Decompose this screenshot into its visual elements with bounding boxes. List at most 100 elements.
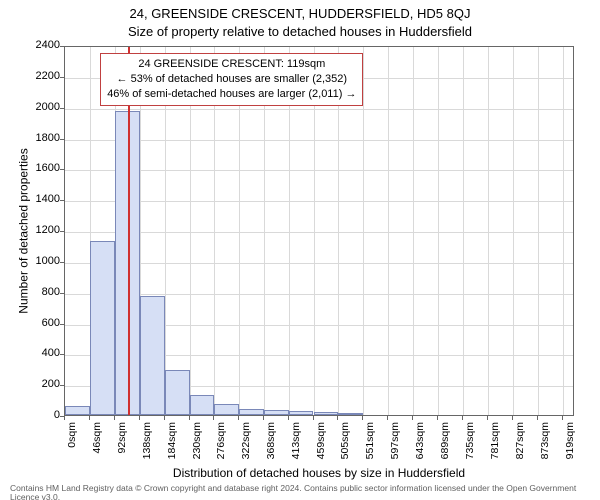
y-tick-label: 1400 (20, 193, 60, 205)
y-tick-mark (60, 385, 64, 386)
x-tick-label: 0sqm (66, 422, 78, 472)
x-tick-label: 459sqm (315, 422, 327, 472)
histogram-bar (264, 410, 289, 415)
x-tick-mark (114, 416, 115, 420)
x-tick-label: 689sqm (439, 422, 451, 472)
x-tick-mark (64, 416, 65, 420)
gridline-h (65, 170, 573, 171)
x-tick-mark (189, 416, 190, 420)
histogram-bar (165, 370, 190, 415)
chart-title-line2: Size of property relative to detached ho… (0, 24, 600, 39)
histogram-bar (140, 296, 165, 415)
plot-area: 24 GREENSIDE CRESCENT: 119sqm← 53% of de… (64, 46, 574, 416)
marker-infobox: 24 GREENSIDE CRESCENT: 119sqm← 53% of de… (100, 53, 363, 106)
histogram-bar (314, 412, 339, 415)
x-tick-mark (512, 416, 513, 420)
x-tick-mark (362, 416, 363, 420)
x-tick-label: 827sqm (514, 422, 526, 472)
histogram-bar (214, 404, 239, 415)
x-tick-mark (562, 416, 563, 420)
x-tick-mark (89, 416, 90, 420)
x-tick-mark (164, 416, 165, 420)
x-tick-label: 322sqm (240, 422, 252, 472)
histogram-bar (115, 111, 140, 415)
y-tick-label: 1800 (20, 132, 60, 144)
histogram-bar (338, 413, 363, 415)
infobox-line1: 24 GREENSIDE CRESCENT: 119sqm (107, 57, 356, 72)
y-tick-label: 1600 (20, 162, 60, 174)
chart-title-line1: 24, GREENSIDE CRESCENT, HUDDERSFIELD, HD… (0, 6, 600, 21)
infobox-line3: 46% of semi-detached houses are larger (… (107, 87, 356, 102)
y-tick-label: 1000 (20, 255, 60, 267)
x-tick-mark (537, 416, 538, 420)
x-tick-mark (288, 416, 289, 420)
gridline-v (513, 47, 514, 415)
y-tick-mark (60, 293, 64, 294)
y-tick-label: 200 (20, 378, 60, 390)
y-tick-label: 800 (20, 286, 60, 298)
x-tick-mark (337, 416, 338, 420)
y-tick-mark (60, 77, 64, 78)
y-tick-mark (60, 200, 64, 201)
x-tick-label: 276sqm (215, 422, 227, 472)
x-tick-label: 184sqm (166, 422, 178, 472)
x-tick-mark (213, 416, 214, 420)
gridline-v (413, 47, 414, 415)
histogram-bar (90, 241, 115, 415)
x-tick-label: 873sqm (539, 422, 551, 472)
gridline-v (438, 47, 439, 415)
gridline-v (388, 47, 389, 415)
x-tick-label: 368sqm (265, 422, 277, 472)
x-tick-label: 597sqm (389, 422, 401, 472)
y-tick-label: 0 (20, 409, 60, 421)
x-tick-label: 551sqm (364, 422, 376, 472)
gridline-h (65, 294, 573, 295)
x-tick-label: 735sqm (464, 422, 476, 472)
gridline-h (65, 140, 573, 141)
x-tick-label: 781sqm (489, 422, 501, 472)
y-tick-label: 400 (20, 347, 60, 359)
y-tick-label: 2400 (20, 39, 60, 51)
x-tick-label: 92sqm (116, 422, 128, 472)
y-tick-mark (60, 354, 64, 355)
x-tick-label: 643sqm (414, 422, 426, 472)
gridline-h (65, 232, 573, 233)
y-tick-label: 600 (20, 317, 60, 329)
y-tick-mark (60, 324, 64, 325)
x-tick-label: 230sqm (191, 422, 203, 472)
x-tick-mark (437, 416, 438, 420)
footer-text: Contains HM Land Registry data © Crown c… (10, 484, 600, 500)
x-tick-label: 505sqm (339, 422, 351, 472)
x-tick-mark (139, 416, 140, 420)
x-tick-label: 919sqm (564, 422, 576, 472)
x-tick-label: 413sqm (290, 422, 302, 472)
x-tick-mark (462, 416, 463, 420)
gridline-h (65, 263, 573, 264)
x-tick-label: 138sqm (141, 422, 153, 472)
y-tick-mark (60, 139, 64, 140)
x-tick-mark (487, 416, 488, 420)
x-tick-mark (412, 416, 413, 420)
gridline-v (488, 47, 489, 415)
y-tick-mark (60, 46, 64, 47)
gridline-h (65, 109, 573, 110)
y-tick-mark (60, 231, 64, 232)
histogram-bar (65, 406, 90, 415)
y-tick-label: 2000 (20, 101, 60, 113)
gridline-v (563, 47, 564, 415)
chart-container: 24, GREENSIDE CRESCENT, HUDDERSFIELD, HD… (0, 0, 600, 500)
x-tick-label: 46sqm (91, 422, 103, 472)
histogram-bar (190, 395, 215, 415)
histogram-bar (239, 409, 264, 415)
x-tick-mark (313, 416, 314, 420)
gridline-h (65, 201, 573, 202)
y-tick-mark (60, 169, 64, 170)
histogram-bar (289, 411, 314, 415)
x-tick-mark (238, 416, 239, 420)
x-tick-mark (387, 416, 388, 420)
y-tick-label: 2200 (20, 70, 60, 82)
y-tick-mark (60, 108, 64, 109)
x-tick-mark (263, 416, 264, 420)
gridline-v (538, 47, 539, 415)
gridline-v (463, 47, 464, 415)
